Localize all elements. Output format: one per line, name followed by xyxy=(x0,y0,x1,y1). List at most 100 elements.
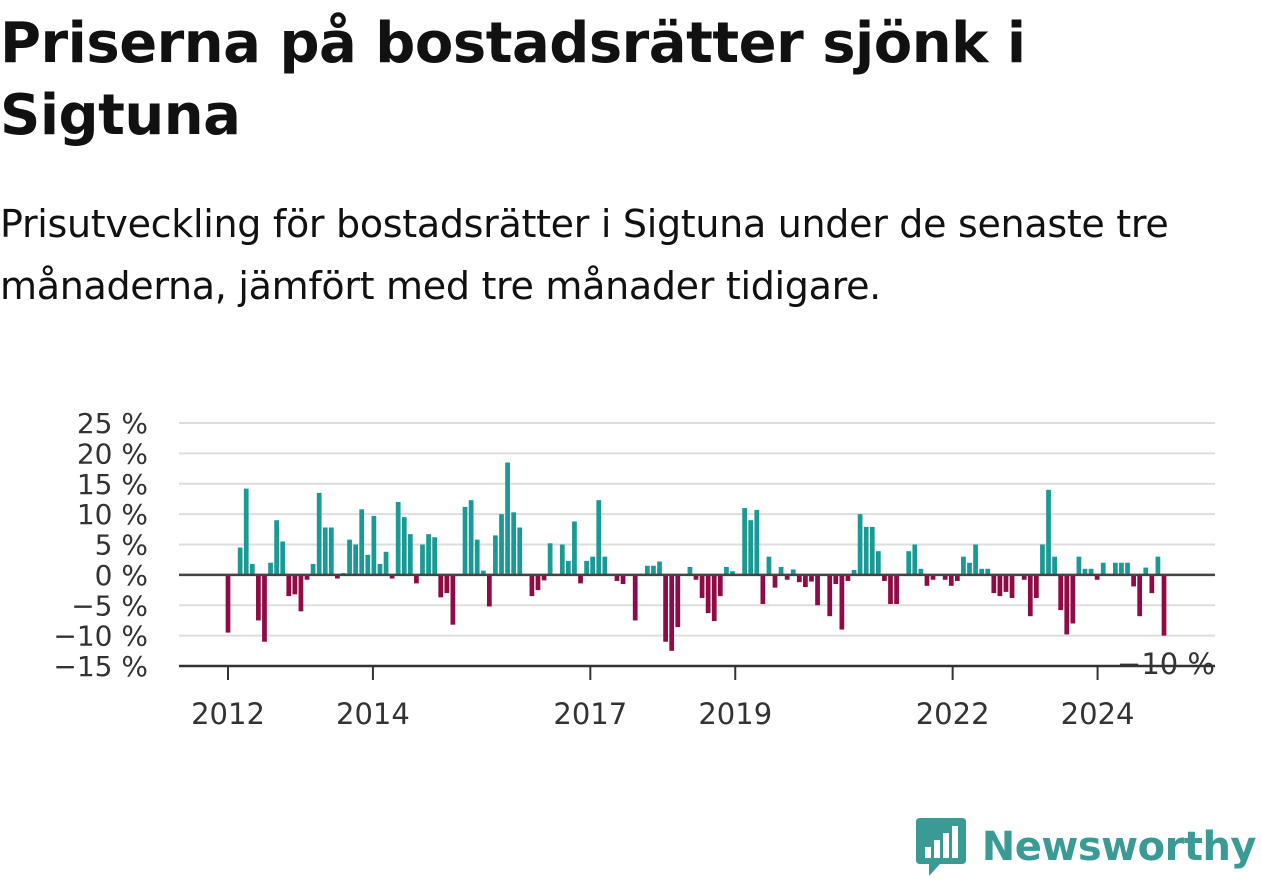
bar xyxy=(541,574,547,581)
bar xyxy=(1027,574,1033,617)
last-value-label: −10 % xyxy=(1117,647,1215,681)
bar xyxy=(967,562,972,575)
bar xyxy=(1100,562,1106,575)
bar xyxy=(1082,568,1088,575)
bar xyxy=(730,571,735,575)
chart-title: Priserna på bostadsrätter sjönk i Sigtun… xyxy=(0,11,1026,148)
bar xyxy=(924,574,930,586)
bar xyxy=(474,539,480,575)
bars xyxy=(225,462,1167,651)
bar xyxy=(237,547,243,575)
bar xyxy=(1088,568,1094,575)
bar xyxy=(675,574,681,628)
bar xyxy=(705,574,711,614)
bar xyxy=(954,574,960,581)
bar xyxy=(1137,574,1143,617)
bar xyxy=(298,574,304,612)
bar xyxy=(790,569,796,575)
bar xyxy=(335,574,340,579)
bar xyxy=(529,574,535,597)
y-tick-label: 5 % xyxy=(95,529,148,562)
bar-chart: 25 %20 %15 %10 %5 %0 %−5 %−10 %−15 % 201… xyxy=(53,407,1215,731)
bar xyxy=(517,527,523,575)
x-tick-label: 2019 xyxy=(698,697,772,731)
brand-name: Newsworthy xyxy=(981,824,1257,870)
bar xyxy=(590,556,596,575)
x-tick-label: 2014 xyxy=(336,697,410,731)
bar xyxy=(1003,574,1009,592)
bar xyxy=(322,527,328,575)
bar xyxy=(249,563,255,575)
bar xyxy=(711,574,717,622)
bar xyxy=(493,535,498,575)
bar xyxy=(432,537,438,575)
newsworthy-logo-icon xyxy=(915,818,966,876)
bar xyxy=(371,515,377,575)
x-tick-label: 2012 xyxy=(191,697,265,731)
bar xyxy=(395,501,401,575)
bar xyxy=(304,574,310,580)
bar xyxy=(991,574,997,594)
x-tick-label: 2017 xyxy=(553,697,627,731)
bar xyxy=(760,574,766,605)
bar xyxy=(438,574,444,598)
bar xyxy=(468,500,474,575)
y-tick-label: 25 % xyxy=(77,407,148,440)
bar xyxy=(535,574,541,591)
bar xyxy=(863,526,869,575)
bar xyxy=(274,520,279,575)
bar xyxy=(1119,562,1124,575)
bar xyxy=(1009,574,1015,598)
bar xyxy=(997,574,1003,597)
bar xyxy=(845,574,851,581)
bar xyxy=(347,539,352,575)
bar xyxy=(286,574,292,597)
bar xyxy=(365,554,371,575)
bar xyxy=(1033,574,1039,598)
bar xyxy=(225,574,231,633)
newsworthy-brand: Newsworthy xyxy=(915,818,1257,876)
bar xyxy=(778,566,784,575)
bar xyxy=(657,561,662,575)
chart-subtitle: Prisutveckling för bostadsrätter i Sigtu… xyxy=(0,202,1169,308)
bar xyxy=(815,574,820,606)
bar xyxy=(857,514,863,575)
bar xyxy=(869,526,875,575)
bar xyxy=(803,574,808,588)
bar xyxy=(693,574,699,580)
bar xyxy=(462,506,468,575)
y-tick-label: 20 % xyxy=(77,437,148,470)
bar xyxy=(912,544,918,575)
bar xyxy=(742,508,747,575)
bar xyxy=(766,556,772,575)
bar xyxy=(1040,544,1045,575)
bar xyxy=(1076,556,1082,575)
bar xyxy=(1113,562,1118,575)
bar xyxy=(1021,574,1027,580)
bar xyxy=(1155,556,1161,575)
y-tick-label: 10 % xyxy=(77,498,148,531)
bar xyxy=(280,541,286,575)
y-tick-label: −10 % xyxy=(53,620,148,653)
bar xyxy=(717,574,723,597)
bar xyxy=(772,574,778,588)
bar xyxy=(985,568,991,575)
bar xyxy=(559,544,565,575)
bar xyxy=(407,534,413,575)
bar xyxy=(833,574,839,584)
bar xyxy=(882,574,887,581)
bar xyxy=(796,574,802,583)
y-tick-label: 0 % xyxy=(95,559,148,592)
y-axis-labels: 25 %20 %15 %10 %5 %0 %−5 %−10 %−15 % xyxy=(53,407,148,683)
bar xyxy=(414,574,419,584)
axes xyxy=(179,573,1215,680)
bar xyxy=(572,521,577,575)
bar xyxy=(328,527,334,575)
bar xyxy=(930,574,936,580)
bar xyxy=(632,574,638,621)
bar xyxy=(918,568,924,575)
bar xyxy=(1125,562,1130,575)
bar xyxy=(1094,574,1100,580)
x-tick-label: 2024 xyxy=(1061,697,1135,731)
bar xyxy=(578,574,583,584)
